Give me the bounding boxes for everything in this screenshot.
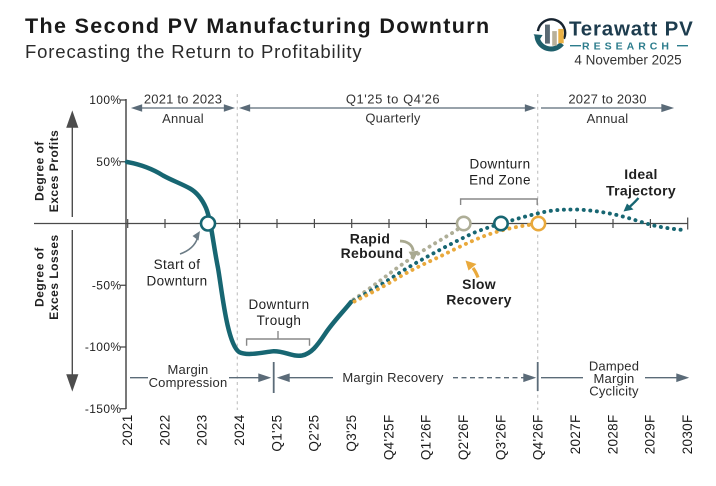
svg-text:Annual: Annual xyxy=(162,111,204,126)
svg-text:Rapid: Rapid xyxy=(350,231,390,247)
svg-text:Cyclicity: Cyclicity xyxy=(589,384,639,399)
svg-text:2021 to 2023: 2021 to 2023 xyxy=(144,92,222,107)
svg-text:Q4'26F: Q4'26F xyxy=(531,415,546,461)
svg-text:Downturn: Downturn xyxy=(470,157,531,172)
svg-text:Degree of: Degree of xyxy=(33,247,47,307)
svg-text:Trough: Trough xyxy=(257,313,302,328)
svg-text:Margin: Margin xyxy=(168,362,209,377)
svg-text:Quarterly: Quarterly xyxy=(365,111,421,126)
svg-text:Recovery: Recovery xyxy=(446,291,511,307)
svg-text:Q3'25: Q3'25 xyxy=(344,415,359,452)
svg-text:2021: 2021 xyxy=(120,415,135,446)
svg-text:2027 to 2030: 2027 to 2030 xyxy=(568,92,646,107)
svg-text:Exces Losses: Exces Losses xyxy=(47,234,61,319)
svg-text:Q4'25F: Q4'25F xyxy=(381,415,396,461)
svg-text:Terawatt PV: Terawatt PV xyxy=(569,18,694,41)
svg-text:2030F: 2030F xyxy=(680,415,695,455)
svg-text:Damped: Damped xyxy=(589,359,639,374)
svg-text:The Second PV Manufacturing Do: The Second PV Manufacturing Downturn xyxy=(25,14,490,38)
svg-text:50%: 50% xyxy=(96,155,121,169)
svg-text:-100%: -100% xyxy=(85,340,122,354)
svg-text:Downturn: Downturn xyxy=(147,273,208,288)
svg-text:Downturn: Downturn xyxy=(249,297,310,312)
svg-text:Ideal: Ideal xyxy=(624,166,657,182)
svg-text:2028F: 2028F xyxy=(605,415,620,455)
svg-text:Rebound: Rebound xyxy=(341,245,404,261)
svg-text:100%: 100% xyxy=(89,93,121,107)
svg-text:Annual: Annual xyxy=(587,111,629,126)
svg-text:Margin: Margin xyxy=(594,371,635,386)
svg-text:Margin Recovery: Margin Recovery xyxy=(342,370,444,385)
svg-text:-50%: -50% xyxy=(92,279,122,293)
svg-text:RESEARCH: RESEARCH xyxy=(582,40,673,52)
svg-text:Q3'26F: Q3'26F xyxy=(493,415,508,461)
svg-text:-150%: -150% xyxy=(85,402,122,416)
svg-text:Slow: Slow xyxy=(462,276,496,292)
svg-text:Q2'25: Q2'25 xyxy=(307,415,322,452)
svg-text:4 November 2025: 4 November 2025 xyxy=(574,53,681,68)
svg-text:Q1'25: Q1'25 xyxy=(269,415,284,452)
svg-text:2024: 2024 xyxy=(232,414,247,445)
svg-text:Forecasting the Return to Prof: Forecasting the Return to Profitability xyxy=(25,41,363,62)
svg-text:Q1'25 to Q4'26: Q1'25 to Q4'26 xyxy=(346,92,440,107)
svg-text:Start of: Start of xyxy=(154,257,201,272)
svg-text:Trajectory: Trajectory xyxy=(606,183,676,199)
svg-text:Q2'26F: Q2'26F xyxy=(456,415,471,461)
svg-text:End Zone: End Zone xyxy=(469,173,531,188)
svg-text:Exces Profits: Exces Profits xyxy=(47,130,61,213)
svg-text:2022: 2022 xyxy=(157,415,172,446)
svg-text:2029F: 2029F xyxy=(643,415,658,455)
svg-text:Degree of: Degree of xyxy=(33,141,47,201)
svg-text:Compression: Compression xyxy=(149,375,228,390)
svg-text:2023: 2023 xyxy=(195,415,210,446)
svg-text:2027F: 2027F xyxy=(568,415,583,455)
svg-text:Q1'26F: Q1'26F xyxy=(419,415,434,461)
